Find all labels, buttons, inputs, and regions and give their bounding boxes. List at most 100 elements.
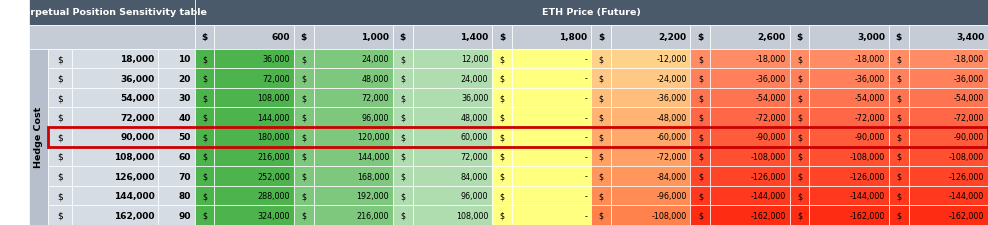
FancyBboxPatch shape xyxy=(293,205,313,225)
Text: $: $ xyxy=(300,33,307,42)
Text: -108,000: -108,000 xyxy=(850,152,885,161)
Text: 126,000: 126,000 xyxy=(114,172,154,181)
FancyBboxPatch shape xyxy=(293,186,313,205)
FancyBboxPatch shape xyxy=(413,166,492,186)
Text: $: $ xyxy=(797,55,802,64)
Text: -: - xyxy=(585,133,588,142)
FancyBboxPatch shape xyxy=(195,69,214,88)
FancyBboxPatch shape xyxy=(592,166,612,186)
Text: $: $ xyxy=(500,133,505,142)
Text: 1,000: 1,000 xyxy=(362,33,389,42)
Text: $: $ xyxy=(57,94,63,103)
Text: 72,000: 72,000 xyxy=(460,152,488,161)
Text: -54,000: -54,000 xyxy=(756,94,785,103)
FancyBboxPatch shape xyxy=(158,50,195,69)
FancyBboxPatch shape xyxy=(293,88,313,108)
Text: 60: 60 xyxy=(179,152,191,161)
FancyBboxPatch shape xyxy=(72,186,158,205)
FancyBboxPatch shape xyxy=(592,50,612,69)
Text: 3,400: 3,400 xyxy=(956,33,984,42)
Text: $: $ xyxy=(896,172,901,181)
Text: -96,000: -96,000 xyxy=(656,191,687,200)
FancyBboxPatch shape xyxy=(710,26,789,50)
Text: 72,000: 72,000 xyxy=(120,113,154,122)
Text: 20: 20 xyxy=(179,74,191,83)
FancyBboxPatch shape xyxy=(293,147,313,166)
Text: $: $ xyxy=(301,55,306,64)
Text: -36,000: -36,000 xyxy=(656,94,687,103)
FancyBboxPatch shape xyxy=(612,26,691,50)
FancyBboxPatch shape xyxy=(195,186,214,205)
Text: $: $ xyxy=(797,113,802,122)
FancyBboxPatch shape xyxy=(47,88,72,108)
Text: $: $ xyxy=(797,133,802,142)
Text: 48,000: 48,000 xyxy=(461,113,488,122)
FancyBboxPatch shape xyxy=(47,186,72,205)
Text: 40: 40 xyxy=(178,113,191,122)
FancyBboxPatch shape xyxy=(809,205,889,225)
Text: $: $ xyxy=(896,113,901,122)
Text: -48,000: -48,000 xyxy=(656,113,687,122)
FancyBboxPatch shape xyxy=(789,147,809,166)
FancyBboxPatch shape xyxy=(492,26,512,50)
Text: 18,000: 18,000 xyxy=(121,55,154,64)
Text: Perpetual Position Sensitivity table: Perpetual Position Sensitivity table xyxy=(17,9,206,17)
FancyBboxPatch shape xyxy=(592,128,612,147)
FancyBboxPatch shape xyxy=(313,26,393,50)
Text: $: $ xyxy=(301,172,306,181)
Text: $: $ xyxy=(698,172,702,181)
Text: $: $ xyxy=(796,33,802,42)
Text: $: $ xyxy=(203,172,207,181)
FancyBboxPatch shape xyxy=(809,108,889,128)
Text: 288,000: 288,000 xyxy=(258,191,290,200)
FancyBboxPatch shape xyxy=(909,166,988,186)
Text: $: $ xyxy=(500,191,505,200)
FancyBboxPatch shape xyxy=(809,88,889,108)
Text: -54,000: -54,000 xyxy=(953,94,984,103)
FancyBboxPatch shape xyxy=(492,186,512,205)
Text: 3,000: 3,000 xyxy=(857,33,885,42)
FancyBboxPatch shape xyxy=(195,166,214,186)
FancyBboxPatch shape xyxy=(909,50,988,69)
Text: -54,000: -54,000 xyxy=(855,94,885,103)
Text: 252,000: 252,000 xyxy=(257,172,290,181)
FancyBboxPatch shape xyxy=(195,205,214,225)
FancyBboxPatch shape xyxy=(158,166,195,186)
FancyBboxPatch shape xyxy=(72,166,158,186)
FancyBboxPatch shape xyxy=(691,128,710,147)
FancyBboxPatch shape xyxy=(313,147,393,166)
FancyBboxPatch shape xyxy=(889,147,909,166)
Text: ETH Price (Future): ETH Price (Future) xyxy=(541,9,641,17)
FancyBboxPatch shape xyxy=(413,26,492,50)
FancyBboxPatch shape xyxy=(72,128,158,147)
Text: 144,000: 144,000 xyxy=(114,191,154,200)
Text: -90,000: -90,000 xyxy=(855,133,885,142)
FancyBboxPatch shape xyxy=(492,128,512,147)
FancyBboxPatch shape xyxy=(691,205,710,225)
FancyBboxPatch shape xyxy=(413,50,492,69)
FancyBboxPatch shape xyxy=(214,50,293,69)
Text: $: $ xyxy=(599,172,604,181)
Text: -72,000: -72,000 xyxy=(855,113,885,122)
FancyBboxPatch shape xyxy=(809,69,889,88)
Text: -60,000: -60,000 xyxy=(656,133,687,142)
FancyBboxPatch shape xyxy=(691,166,710,186)
Text: $: $ xyxy=(896,74,901,83)
FancyBboxPatch shape xyxy=(214,108,293,128)
Text: 108,000: 108,000 xyxy=(258,94,290,103)
FancyBboxPatch shape xyxy=(214,147,293,166)
FancyBboxPatch shape xyxy=(710,128,789,147)
FancyBboxPatch shape xyxy=(313,166,393,186)
Text: $: $ xyxy=(500,55,505,64)
FancyBboxPatch shape xyxy=(72,108,158,128)
Text: $: $ xyxy=(400,113,405,122)
Text: $: $ xyxy=(203,55,207,64)
Text: 30: 30 xyxy=(179,94,191,103)
FancyBboxPatch shape xyxy=(293,128,313,147)
FancyBboxPatch shape xyxy=(313,108,393,128)
Text: -18,000: -18,000 xyxy=(855,55,885,64)
Text: -72,000: -72,000 xyxy=(756,113,785,122)
Text: 120,000: 120,000 xyxy=(357,133,389,142)
FancyBboxPatch shape xyxy=(29,26,195,50)
FancyBboxPatch shape xyxy=(492,147,512,166)
